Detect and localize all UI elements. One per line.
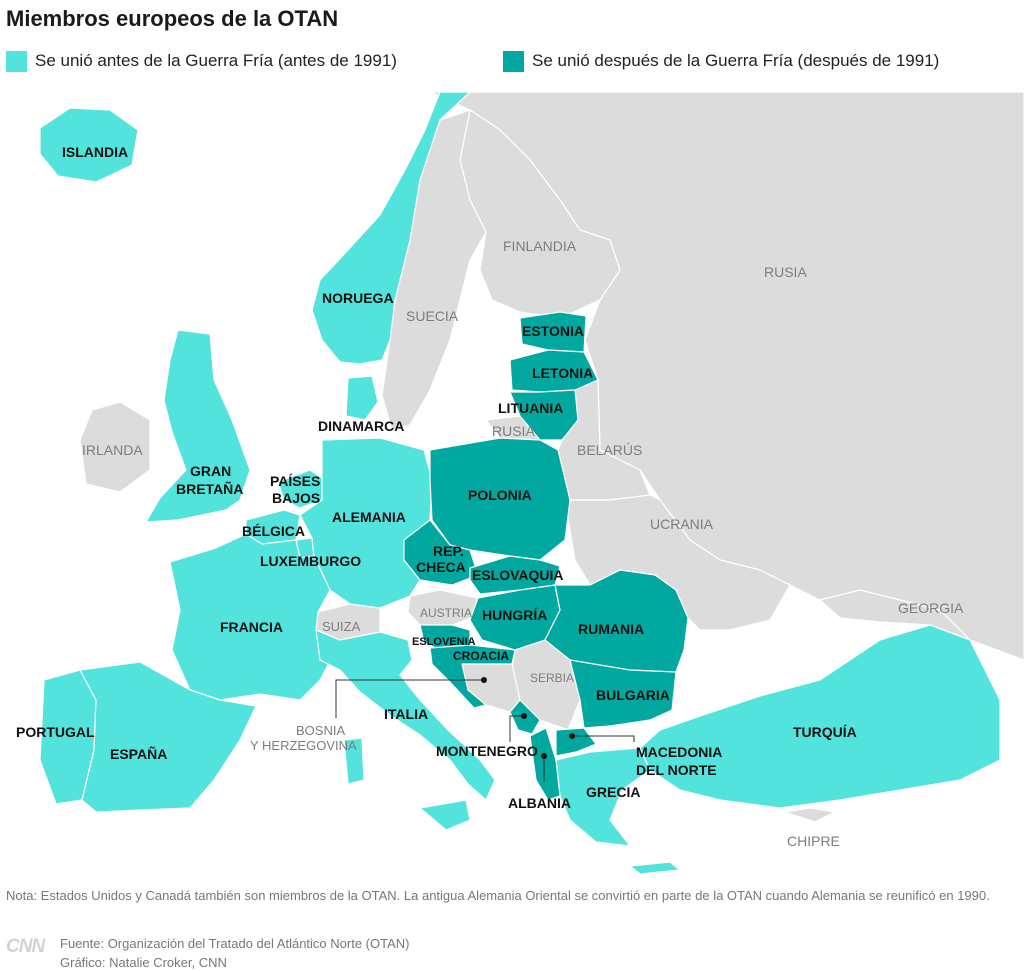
country-macedonia-del-norte: [555, 727, 597, 757]
legend-before-1991: Se unió antes de la Guerra Fría (antes d…: [6, 48, 397, 74]
label-francia: FRANCIA: [220, 619, 283, 635]
island-sicilia: [418, 799, 471, 831]
label-macedonia-2: DEL NORTE: [636, 762, 717, 778]
bosnia-dot: [481, 677, 487, 683]
country-rumania: [544, 569, 689, 673]
country-chipre: [784, 807, 837, 823]
members-before-1991: [39, 92, 1001, 875]
label-gran-bretana-2: BRETAÑA: [176, 480, 243, 497]
label-macedonia-1: MACEDONIA: [636, 744, 722, 760]
label-lituania: LITUANIA: [498, 400, 563, 416]
source-text: Fuente: Organización del Tratado del Atl…: [60, 936, 410, 951]
country-turquia: [639, 624, 1001, 809]
country-bulgaria: [569, 659, 677, 729]
country-espana: [79, 661, 257, 813]
country-dinamarca: [345, 375, 379, 421]
footnote: Nota: Estados Unidos y Canadá también so…: [6, 888, 990, 903]
members-after-1991: [403, 311, 689, 801]
country-lituania: [509, 389, 579, 441]
member-labels: ISLANDIA NORUEGA DINAMARCA GRAN BRETAÑA …: [16, 144, 857, 811]
label-luxemburgo: LUXEMBURGO: [260, 553, 361, 569]
legend-swatch-before: [6, 50, 27, 72]
label-serbia: SERBIA: [530, 671, 574, 685]
label-rusia-kaliningrado: RUSIA: [492, 423, 535, 439]
label-ucrania: UCRANIA: [650, 516, 714, 532]
country-irlanda: [79, 401, 151, 493]
label-montenegro: MONTENEGRO: [436, 743, 538, 759]
credit-text: Gráfico: Natalie Croker, CNN: [60, 955, 227, 970]
leader-lines: [335, 679, 635, 782]
albania-dot: [541, 753, 547, 759]
country-croacia: [429, 644, 516, 709]
europe-map: ISLANDIA NORUEGA DINAMARCA GRAN BRETAÑA …: [16, 92, 1024, 875]
non-member-labels: IRLANDA SUECIA FINLANDIA RUSIA RUSIA BEL…: [82, 238, 964, 849]
country-grecia: [555, 747, 651, 847]
bosnia-leader: [335, 679, 484, 718]
label-suecia: SUECIA: [406, 308, 459, 324]
label-suiza: SUIZA: [322, 619, 361, 634]
label-dinamarca: DINAMARCA: [318, 418, 404, 434]
label-belarus: BELARÚS: [577, 442, 642, 458]
label-albania: ALBANIA: [508, 795, 571, 811]
label-turquia: TURQUÍA: [793, 724, 857, 740]
label-polonia: POLONIA: [468, 487, 532, 503]
island-creta: [628, 861, 682, 875]
label-rep-checa-1: REP.: [433, 543, 464, 559]
label-rusia: RUSIA: [764, 264, 807, 280]
label-eslovaquia: ESLOVAQUIA: [472, 567, 564, 583]
country-islandia: [39, 107, 139, 183]
label-georgia: GEORGIA: [898, 600, 964, 616]
label-paises-bajos-2: BAJOS: [272, 490, 320, 506]
label-islandia: ISLANDIA: [62, 144, 128, 160]
non-member-land: [79, 92, 1024, 823]
label-eslovenia: ESLOVENIA: [412, 636, 476, 648]
label-rep-checa-2: CHECA: [416, 559, 466, 575]
country-noruega: [311, 92, 471, 365]
legend-label-before: Se unió antes de la Guerra Fría (antes d…: [35, 51, 397, 70]
country-austria: [407, 589, 481, 626]
macedonia-leader: [572, 735, 635, 742]
label-paises-bajos-1: PAÍSES: [270, 473, 320, 489]
label-grecia: GRECIA: [586, 784, 640, 800]
country-albania: [529, 727, 561, 801]
country-italia: [315, 629, 496, 801]
legend-swatch-after: [503, 50, 524, 72]
label-irlanda: IRLANDA: [82, 442, 143, 458]
label-bosnia-1: BOSNIA: [296, 723, 345, 738]
leader-dots: [481, 677, 575, 759]
label-belgica: BÉLGICA: [242, 523, 305, 539]
label-noruega: NORUEGA: [322, 290, 394, 306]
label-gran-bretana-1: GRAN: [190, 463, 231, 479]
label-italia: ITALIA: [384, 706, 428, 722]
macedonia-dot: [569, 733, 575, 739]
map-title: Miembros europeos de la OTAN: [6, 6, 339, 31]
country-gran-bretana: [144, 329, 251, 523]
label-estonia: ESTONIA: [522, 323, 584, 339]
montenegro-leader: [509, 715, 524, 742]
label-espana: ESPAÑA: [110, 745, 167, 762]
label-letonia: LETONIA: [532, 365, 593, 381]
label-finlandia: FINLANDIA: [503, 238, 577, 254]
label-rumania: RUMANIA: [578, 621, 644, 637]
legend-after-1991: Se unió después de la Guerra Fría (despu…: [503, 48, 939, 74]
label-bosnia-2: Y HERZEGOVINA: [250, 738, 357, 753]
cnn-logo: CNN: [6, 936, 45, 957]
montenegro-dot: [521, 713, 527, 719]
legend-label-after: Se unió después de la Guerra Fría (despu…: [532, 51, 940, 70]
label-alemania: ALEMANIA: [332, 509, 406, 525]
label-bulgaria: BULGARIA: [596, 687, 670, 703]
label-chipre: CHIPRE: [787, 833, 840, 849]
label-austria: AUSTRIA: [420, 606, 472, 620]
label-croacia: CROACIA: [453, 649, 509, 663]
country-letonia: [509, 349, 599, 393]
label-portugal: PORTUGAL: [16, 724, 95, 740]
label-hungria: HUNGRÍA: [482, 607, 547, 623]
source-credit: Fuente: Organización del Tratado del Atl…: [60, 934, 409, 972]
island-cerdena: [343, 737, 365, 785]
